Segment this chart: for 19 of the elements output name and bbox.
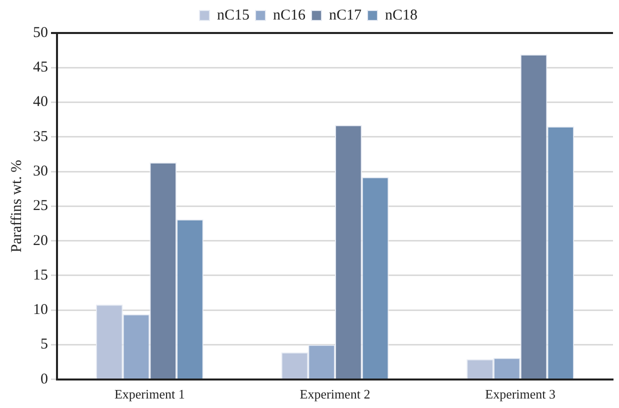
y-tick-label: 45 xyxy=(33,60,48,76)
x-tick-label: Experiment 2 xyxy=(300,386,370,402)
y-tick-label: 25 xyxy=(33,198,48,214)
y-tick-label: 5 xyxy=(40,336,48,353)
y-tick-label: 0 xyxy=(40,371,48,388)
y-tick-label: 15 xyxy=(33,267,48,284)
legend-label: nC15 xyxy=(216,7,250,24)
x-tick-label: Experiment 3 xyxy=(485,386,556,402)
x-tick-label: Experiment 1 xyxy=(114,386,185,402)
y-tick-label: 50 xyxy=(33,24,48,41)
legend-label: nC16 xyxy=(272,7,306,24)
y-tick-label: 40 xyxy=(33,94,48,110)
y-tick-label: 20 xyxy=(33,232,48,249)
y-tick-label: 35 xyxy=(33,128,48,145)
y-tick-label: 10 xyxy=(33,302,48,318)
y-tick-label: 30 xyxy=(33,163,48,180)
legend-label: nC18 xyxy=(385,7,418,24)
legend-label: nC17 xyxy=(329,7,362,24)
y-axis-title: Paraffins wt. % xyxy=(8,160,25,253)
